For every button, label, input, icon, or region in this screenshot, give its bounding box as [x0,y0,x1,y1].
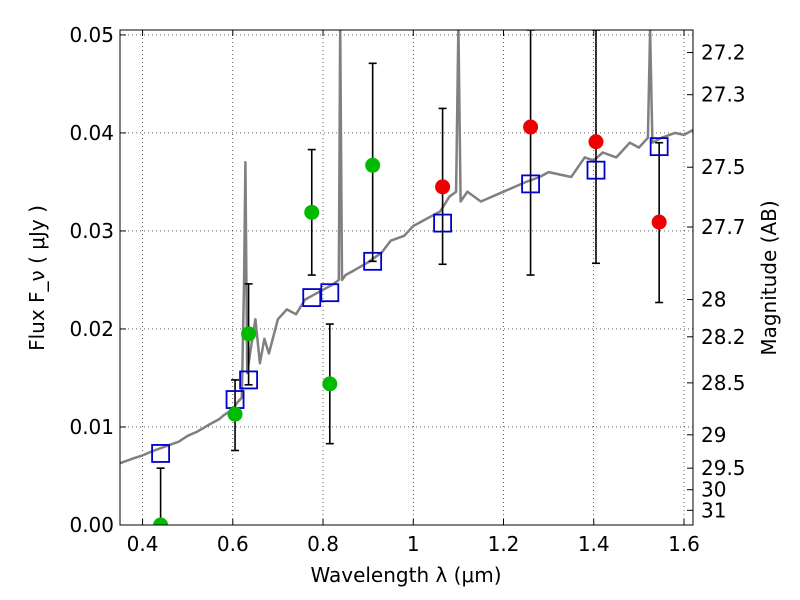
y2-tick-label: 27.2 [701,41,746,65]
y2-tick-label: 31 [701,498,726,522]
observed-point-circle [227,406,243,422]
model-point-square [302,288,322,307]
observed-point-circle [304,204,320,220]
x-tick-label: 1.6 [668,532,700,556]
y2-tick-label: 28.2 [701,325,746,349]
y2-tick-label: 27.3 [701,83,746,107]
model-spectrum [120,30,693,465]
x-tick-label: 1.4 [578,532,610,556]
data-markers [151,119,669,525]
x-tick-label: 1 [407,532,420,556]
x-tick-label: 0.6 [217,532,249,556]
y2-tick-label: 30 [701,478,726,502]
observed-point-circle [588,134,604,150]
y2-tick-label: 27.5 [701,155,746,179]
y-axis-title: Flux F_ν ( μJy ) [25,205,49,351]
observed-point-circle [241,326,257,342]
y-tick-label: 0.00 [69,513,114,537]
y-tick-label: 0.04 [69,121,114,145]
model-point-square [363,251,383,271]
y-tick-label: 0.03 [69,219,114,243]
model-point-square [320,283,340,303]
model-point-square [433,213,452,233]
y2-axis-title: Magnitude (AB) [757,200,781,355]
model-point-square [239,370,258,390]
y2-tick-label: 27.7 [701,215,746,239]
observed-point-circle [153,517,169,525]
observed-point-circle [435,179,451,195]
observed-point-circle [523,119,539,135]
x-tick-label: 0.4 [127,532,159,556]
model-point-square [521,174,540,194]
plot-frame [119,29,694,526]
y-tick-label: 0.05 [69,23,114,47]
model-point-square [649,137,669,157]
y2-tick-label: 28 [701,288,726,312]
observed-point-circle [651,214,667,230]
y2-tick-label: 29.5 [701,456,746,480]
model-point-square [586,160,606,180]
observed-point-circle [322,376,338,392]
y2-tick-label: 29 [701,423,726,447]
error-bars [156,30,664,525]
x-axis-title: Wavelength λ (μm) [310,563,501,587]
y-tick-label: 0.01 [69,415,114,439]
model-point-square [151,444,171,463]
observed-point-circle [365,157,381,173]
y-tick-label: 0.02 [69,317,114,341]
y2-tick-label: 28.5 [701,371,746,395]
x-tick-label: 1.2 [488,532,520,556]
x-tick-label: 0.8 [307,532,339,556]
y-axis-ticks: 0.00 0.01 0.02 0.03 0.04 0.05 [69,23,126,537]
grid-lines [120,30,693,526]
x-axis-ticks: 0.4 0.6 0.8 1 1.2 1.4 1.6 [127,30,700,556]
spectrum-line [120,30,693,465]
